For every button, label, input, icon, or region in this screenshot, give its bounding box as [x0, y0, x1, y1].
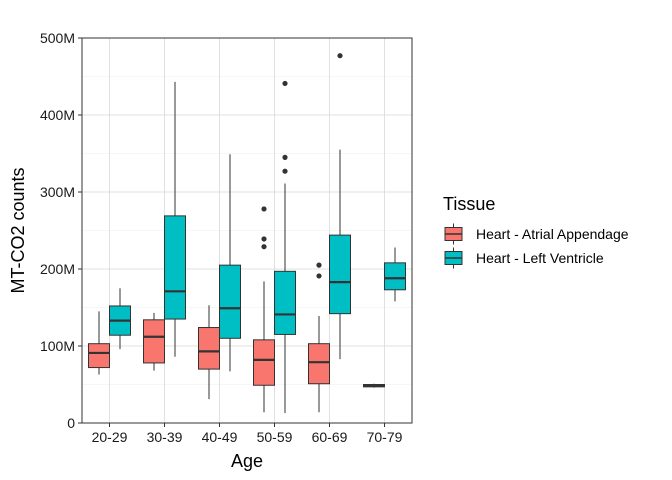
outlier-point — [282, 80, 288, 87]
outlier-point — [316, 262, 322, 268]
x-tick-label: 30-39 — [147, 429, 183, 445]
box-20-29 — [88, 311, 110, 375]
outlier-point — [282, 154, 288, 160]
box-50-59 — [253, 206, 275, 413]
y-tick-label: 100M — [40, 338, 75, 354]
outlier-point — [261, 236, 267, 242]
legend-label: Heart - Left Ventricle — [476, 250, 604, 266]
box-40-49 — [198, 305, 220, 400]
box-60-69 — [308, 262, 330, 413]
y-axis-title: MT-CO2 counts — [8, 167, 28, 293]
box-iqr — [253, 339, 275, 386]
box-20-29 — [109, 288, 131, 350]
x-tick-label: 40-49 — [202, 429, 238, 445]
box-iqr — [198, 327, 220, 370]
legend-title: Tissue — [443, 194, 495, 214]
box-iqr — [143, 319, 165, 364]
box-30-39 — [143, 312, 165, 371]
legend-label: Heart - Atrial Appendage — [476, 226, 629, 242]
box-iqr — [219, 264, 241, 339]
box-iqr — [88, 343, 110, 369]
box-iqr — [329, 234, 351, 315]
panel-border-rect — [81, 37, 413, 424]
box-iqr — [384, 262, 406, 291]
outlier-point — [282, 168, 288, 174]
y-tick-label: 400M — [40, 107, 75, 123]
outlier-point — [261, 206, 267, 212]
outlier-point — [337, 53, 343, 59]
box-70-79 — [363, 383, 385, 388]
x-axis-title: Age — [231, 451, 263, 471]
legend-item: Heart - Atrial Appendage — [444, 223, 629, 245]
plot-panel-border — [81, 37, 413, 424]
outlier-point — [261, 244, 267, 250]
box-40-49 — [219, 154, 241, 372]
x-axis: 20-29 30-39 40-49 50-59 60-69 70-79 — [92, 423, 403, 445]
y-tick-label: 300M — [40, 184, 75, 200]
y-axis: 0 100M 200M 300M 400M 500M — [40, 30, 82, 431]
box-iqr — [308, 343, 330, 385]
x-tick-label: 70-79 — [367, 429, 403, 445]
x-tick-label: 20-29 — [92, 429, 128, 445]
legend-item: Heart - Left Ventricle — [444, 247, 604, 269]
box-70-79 — [384, 247, 406, 302]
box-iqr — [164, 215, 186, 320]
box-30-39 — [164, 81, 186, 357]
box-iqr — [274, 270, 296, 335]
legend: Tissue Heart - Atrial Appendage Heart - L… — [443, 194, 629, 269]
box-60-69 — [329, 53, 351, 360]
y-tick-label: 0 — [67, 415, 75, 431]
box-layer — [88, 53, 406, 413]
y-tick-label: 500M — [40, 30, 75, 46]
box-50-59 — [274, 80, 296, 413]
outlier-point — [316, 273, 322, 279]
x-tick-label: 60-69 — [312, 429, 348, 445]
x-tick-label: 50-59 — [257, 429, 293, 445]
y-tick-label: 200M — [40, 261, 75, 277]
